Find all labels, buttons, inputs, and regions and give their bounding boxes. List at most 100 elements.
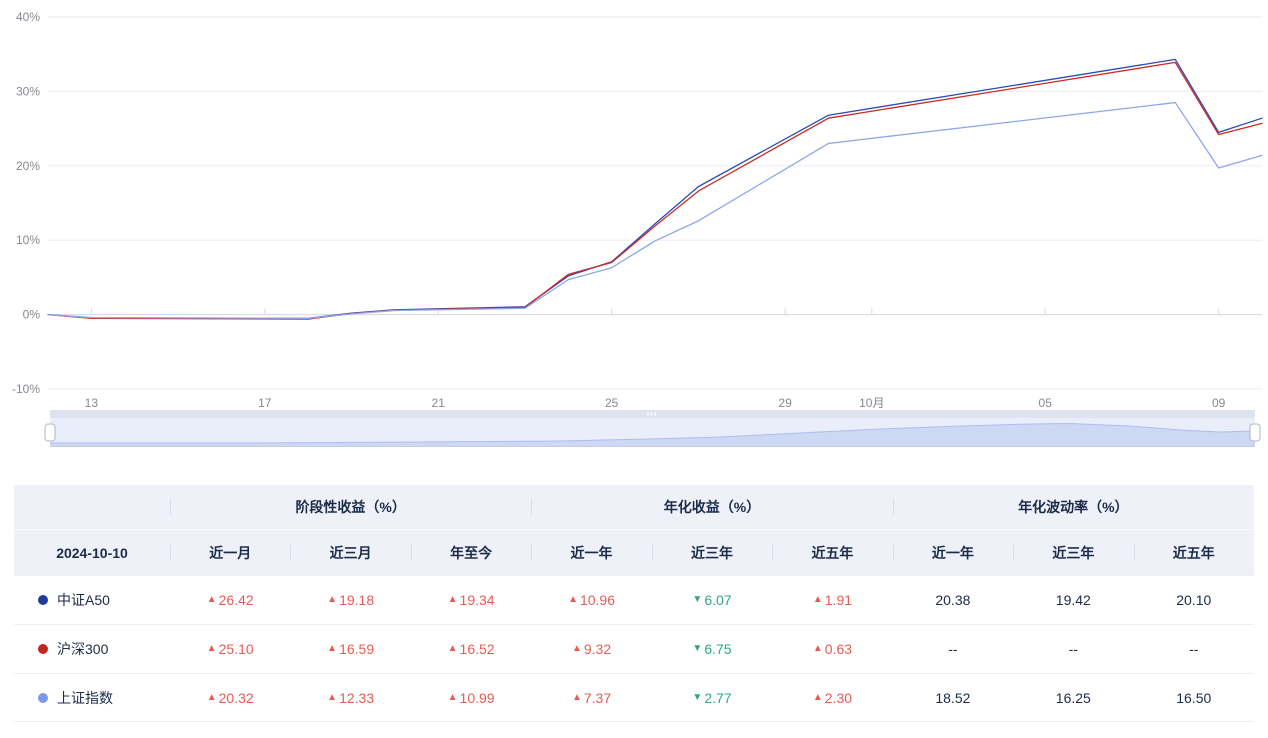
slider-move-handle[interactable] <box>50 410 1255 418</box>
index-name-label: 上证指数 <box>57 689 113 706</box>
value-cell: ▲ 19.18 <box>290 575 411 624</box>
value-text: 2.30 <box>824 689 853 706</box>
value-cell: 18.52 <box>892 673 1014 722</box>
value-cell: ▲ 10.99 <box>410 673 532 722</box>
up-arrow-icon: ▲ <box>568 594 578 605</box>
value-text: 9.32 <box>583 641 612 657</box>
up-arrow-icon: ▲ <box>206 643 217 654</box>
date-header-cell: 2024-10-10 <box>14 530 170 575</box>
value-text: 25.10 <box>218 641 254 657</box>
column-header: 近一月 <box>170 530 291 575</box>
value-text: 10.99 <box>459 689 495 706</box>
down-arrow-icon: ▼ <box>692 691 703 703</box>
value-text: -- <box>1068 641 1078 657</box>
column-header: 近三年 <box>1013 530 1134 575</box>
legend-dot-icon <box>38 644 48 654</box>
value-cell: ▲ 12.33 <box>290 673 411 722</box>
up-arrow-icon: ▲ <box>327 643 338 654</box>
up-arrow-icon: ▲ <box>447 643 458 654</box>
value-cell: 20.10 <box>1133 575 1254 624</box>
group-header-label: 年化收益（%） <box>663 499 761 515</box>
up-arrow-icon: ▲ <box>812 691 823 703</box>
column-header: 年至今 <box>410 530 532 575</box>
value-cell: 20.38 <box>892 575 1014 624</box>
value-cell: ▼ 6.75 <box>651 624 773 673</box>
value-text: 20.32 <box>218 689 254 706</box>
value-text: 2.77 <box>704 689 732 706</box>
value-cell: ▲ 7.37 <box>531 673 652 722</box>
legend-dot-icon <box>38 595 48 605</box>
date-header-label: 2024-10-10 <box>56 544 128 561</box>
performance-chart: 40% 30% 20% 10% 0% -10% 13 17 21 25 29 10月 05 09 <box>12 10 1263 447</box>
table-group-header: 年化波动率（%） <box>892 485 1254 530</box>
value-text: 16.50 <box>1176 689 1212 706</box>
column-header-label: 近一月 <box>209 544 252 561</box>
column-header-label: 近五年 <box>1172 544 1215 561</box>
series-line-3 <box>47 101 1263 319</box>
slider-move-dots-icon <box>654 412 656 416</box>
value-cell: ▲ 16.52 <box>410 624 532 673</box>
value-text: 20.10 <box>1176 592 1212 608</box>
value-text: -- <box>1189 641 1199 657</box>
y-axis-label: 0% <box>23 308 41 322</box>
x-axis-label: 05 <box>1039 396 1053 410</box>
x-axis-label: 29 <box>778 396 792 410</box>
table-group-header: 阶段性收益（%） <box>170 485 532 530</box>
up-arrow-icon: ▲ <box>447 594 458 605</box>
down-arrow-icon: ▼ <box>692 594 703 605</box>
value-cell: ▲ 16.59 <box>290 624 411 673</box>
table-corner-cell <box>14 485 170 530</box>
column-header: 近三年 <box>651 530 773 575</box>
slider-move-dots-icon <box>650 412 653 416</box>
performance-table-grid: 阶段性收益（%） 年化收益（%） 年化波动率（%） 2024-10-10 近一月 近三月 年… <box>14 485 1254 722</box>
y-axis-label: -10% <box>12 382 40 396</box>
value-text: 1.91 <box>824 592 853 608</box>
value-text: 7.37 <box>583 689 612 706</box>
up-arrow-icon: ▲ <box>447 691 458 703</box>
x-axis-label: 09 <box>1212 396 1226 410</box>
value-text: -- <box>948 641 958 657</box>
group-header-label: 年化波动率（%） <box>1018 499 1129 515</box>
value-text: 18.52 <box>935 689 971 706</box>
slider-left-handle[interactable] <box>44 423 56 442</box>
table-group-header: 年化收益（%） <box>531 485 893 530</box>
value-cell: ▼ 6.07 <box>651 575 773 624</box>
value-cell: ▲ 1.91 <box>772 575 893 624</box>
value-text: 16.52 <box>459 641 495 657</box>
index-name-cell: 沪深300 <box>14 624 170 673</box>
legend-dot-icon <box>38 692 48 703</box>
value-text: 12.33 <box>339 689 375 706</box>
value-cell: 16.25 <box>1013 673 1134 722</box>
value-cell: ▲ 10.96 <box>531 575 652 624</box>
column-header: 近一年 <box>531 530 652 575</box>
group-header-label: 阶段性收益（%） <box>295 499 406 515</box>
column-header-label: 近一年 <box>570 544 613 561</box>
value-cell: 19.42 <box>1013 575 1134 624</box>
column-header: 近五年 <box>772 530 893 575</box>
value-cell: ▲ 9.32 <box>531 624 652 673</box>
slider-right-handle[interactable] <box>1249 423 1261 442</box>
y-axis-label: 20% <box>16 159 40 173</box>
up-arrow-icon: ▲ <box>327 691 338 703</box>
value-cell: ▲ 20.32 <box>170 673 291 722</box>
up-arrow-icon: ▲ <box>206 594 217 605</box>
value-cell: -- <box>892 624 1014 673</box>
series-line-1 <box>47 58 1263 319</box>
up-arrow-icon: ▲ <box>571 691 582 703</box>
up-arrow-icon: ▲ <box>812 594 823 605</box>
value-cell: ▲ 26.42 <box>170 575 291 624</box>
index-name-label: 沪深300 <box>57 641 109 657</box>
up-arrow-icon: ▲ <box>206 691 217 703</box>
column-header: 近一年 <box>892 530 1014 575</box>
up-arrow-icon: ▲ <box>812 643 823 654</box>
series-line-2 <box>47 61 1263 320</box>
y-axis-label: 10% <box>16 233 40 247</box>
value-text: 19.34 <box>459 592 495 608</box>
column-header-label: 近一年 <box>931 544 974 561</box>
value-text: 19.18 <box>339 592 375 608</box>
value-cell: ▲ 0.63 <box>772 624 893 673</box>
slider-shadow-line <box>50 422 1256 444</box>
value-cell: ▲ 2.30 <box>772 673 893 722</box>
index-name-label: 中证A50 <box>57 592 110 608</box>
